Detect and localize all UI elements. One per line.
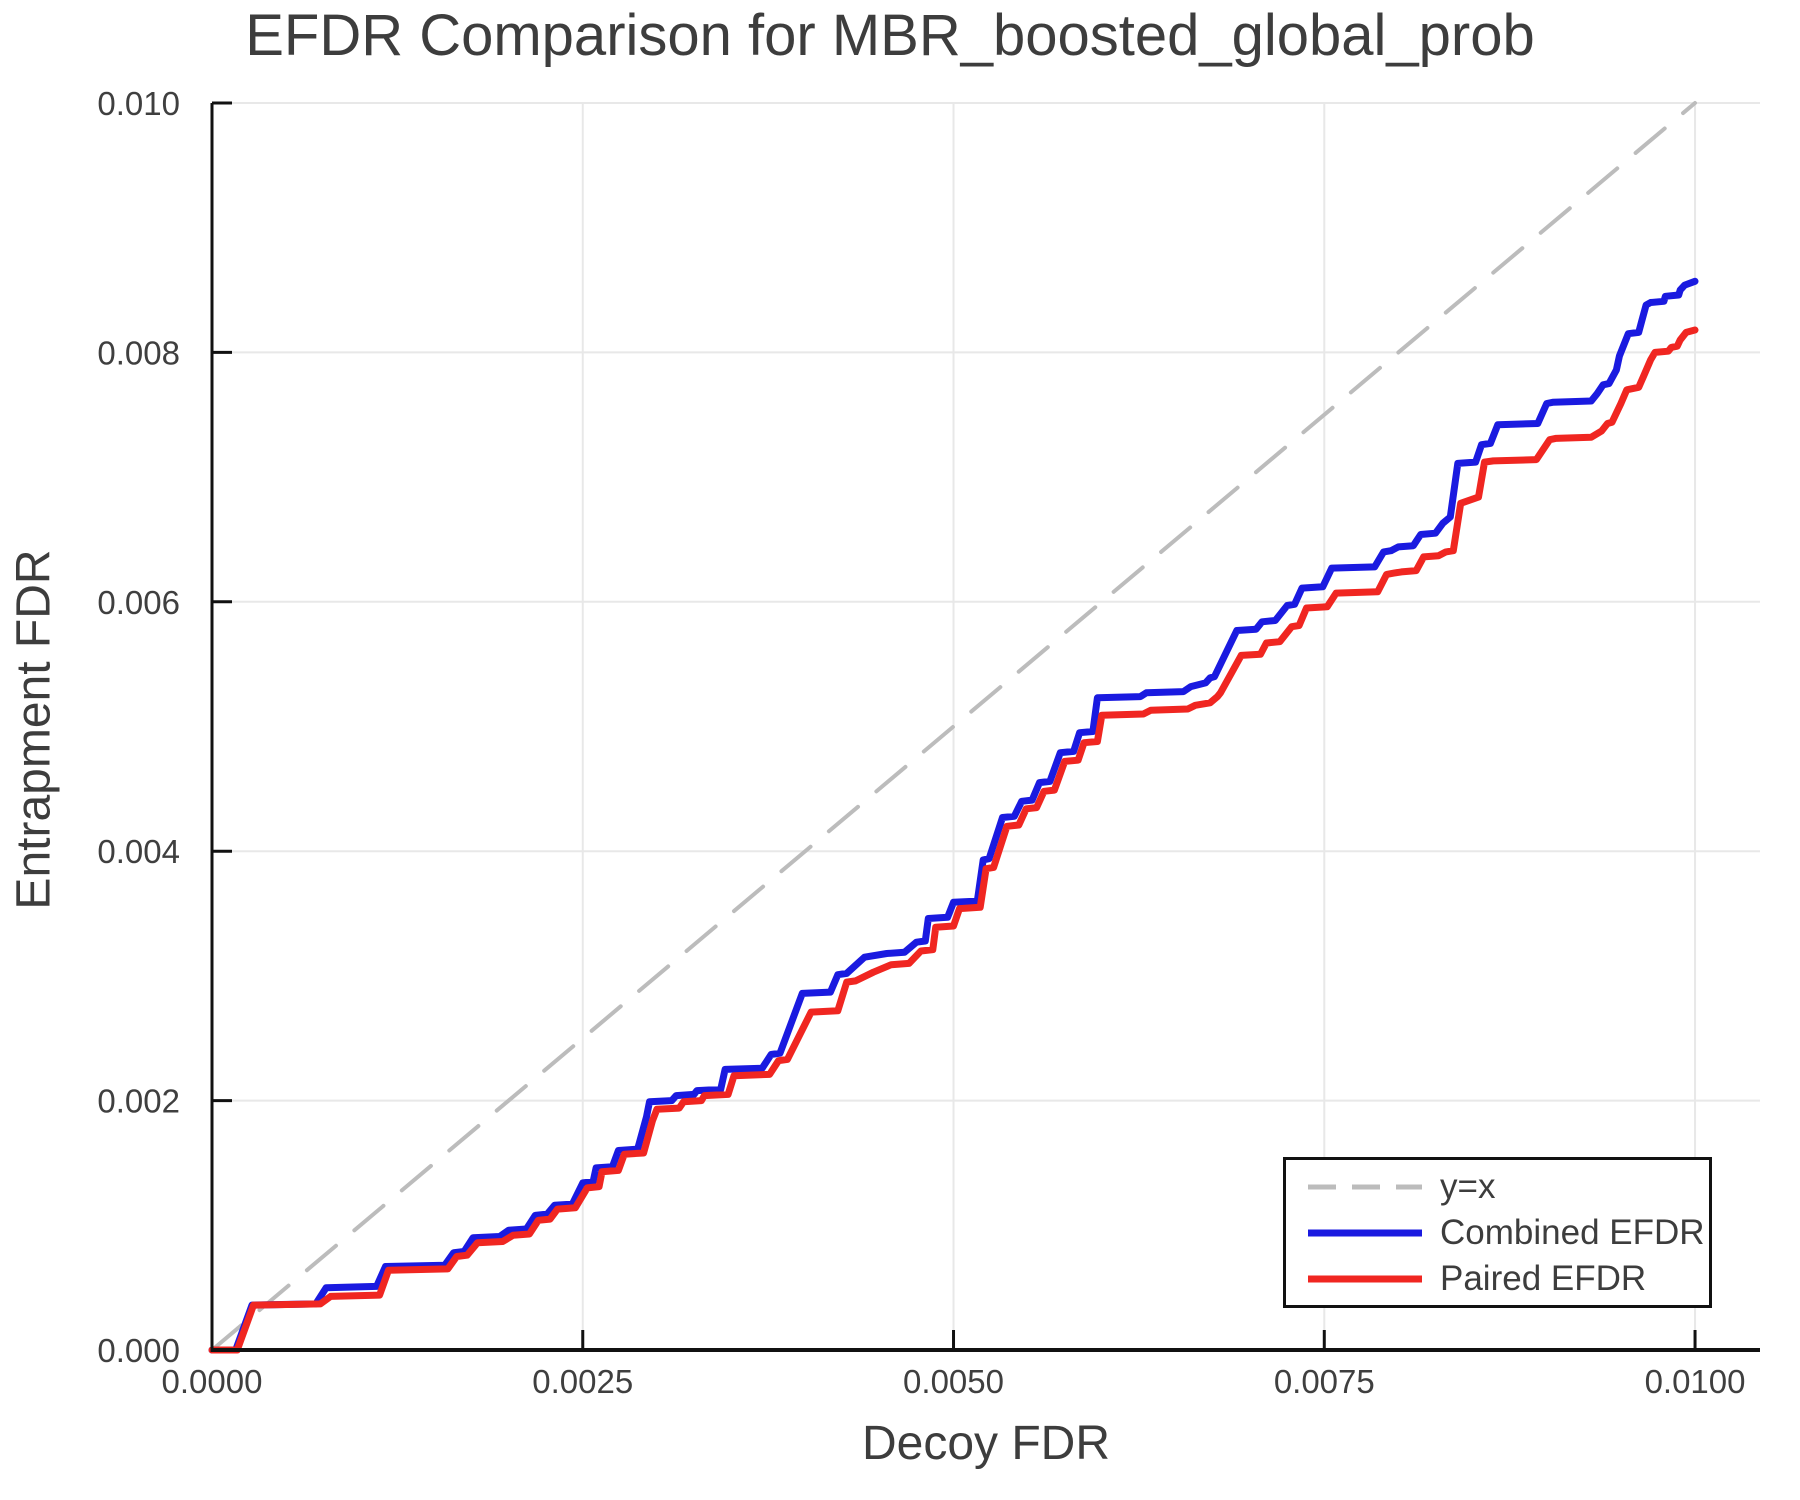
y-tick-label: 0.000	[97, 1332, 180, 1369]
red-line-sample-icon	[1308, 1275, 1422, 1282]
x-tick-label: 0.0050	[903, 1363, 1004, 1400]
legend-label-paired: Paired EFDR	[1440, 1258, 1647, 1298]
legend-label-yx: y=x	[1440, 1166, 1496, 1206]
series-combined-efdr	[208, 277, 1699, 1354]
x-axis-label: Decoy FDR	[861, 1417, 1111, 1470]
legend-item-yx: y=x	[1306, 1165, 1709, 1209]
x-tick-label: 0.0025	[532, 1363, 633, 1400]
y-tick-label: 0.002	[97, 1083, 180, 1120]
x-tick-label: 0.0100	[1645, 1363, 1746, 1400]
legend-item-paired: Paired EFDR	[1306, 1257, 1709, 1301]
chart-title: EFDR Comparison for MBR_boosted_global_p…	[245, 3, 1535, 68]
series-paired-efdr	[208, 326, 1699, 1354]
legend-item-combined: Combined EFDR	[1306, 1211, 1709, 1255]
blue-line-sample-icon	[1308, 1229, 1422, 1236]
y-tick-label: 0.004	[97, 833, 180, 870]
dashed-line-sample-icon	[1308, 1184, 1422, 1189]
y-tick-label: 0.010	[97, 85, 180, 122]
y-axis-label: Entrapment FDR	[7, 549, 61, 910]
legend: y=x Combined EFDR Paired EFDR	[1283, 1157, 1712, 1308]
x-tick-label: 0.0000	[162, 1363, 263, 1400]
legend-label-combined: Combined EFDR	[1440, 1212, 1705, 1252]
series-y-x	[210, 101, 1697, 1352]
x-tick-label: 0.0075	[1274, 1363, 1375, 1400]
y-tick-label: 0.006	[97, 584, 180, 621]
y-tick-label: 0.008	[97, 334, 180, 371]
